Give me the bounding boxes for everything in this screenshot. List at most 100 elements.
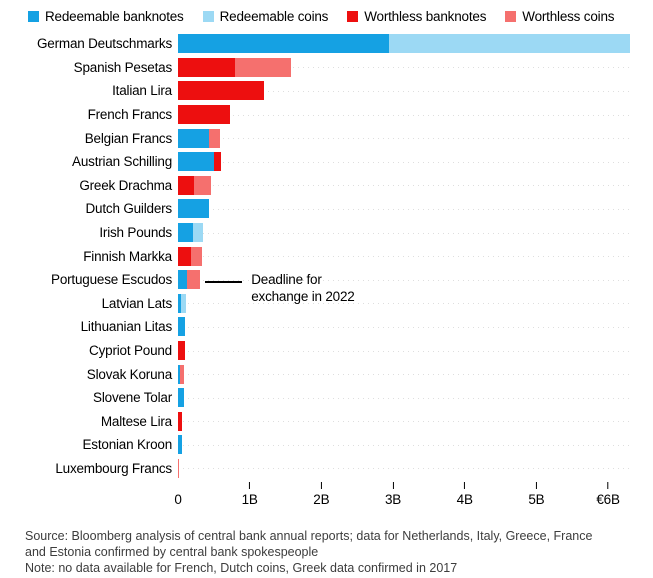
tick-label: 3B: [384, 492, 402, 508]
bar-track: [178, 81, 631, 101]
x-axis-tick: 0: [174, 482, 182, 508]
bar-row: Portuguese Escudos Deadline for exchange…: [0, 268, 653, 304]
bar-segment-worthless-coins: [178, 458, 180, 478]
tick-label: 0: [174, 492, 182, 508]
bar-segment-worthless-coins: [194, 175, 211, 195]
category-label: Greek Drachma: [79, 177, 172, 193]
bar-track: [178, 223, 631, 243]
bar-row: Belgian Francs: [0, 126, 653, 150]
legend-item-worthless-banknotes: Worthless banknotes: [347, 9, 486, 24]
bar-track: [178, 246, 631, 266]
bar-row: Luxembourg Francs: [0, 457, 653, 481]
category-label: Cypriot Pound: [89, 343, 172, 359]
bar-segment-redeemable-banknotes: [178, 435, 182, 455]
bar-segment-redeemable-banknotes: [178, 128, 209, 148]
bar-track: [178, 105, 631, 125]
bar-segment-worthless-coins: [208, 128, 221, 148]
category-label: French Francs: [87, 107, 173, 123]
category-label: Slovene Tolar: [93, 390, 172, 406]
bar-track: [178, 458, 631, 478]
tick-mark: [464, 482, 466, 490]
bar-track: [178, 317, 631, 337]
category-label: Slovak Koruna: [86, 366, 172, 382]
bar-track: [178, 199, 631, 219]
category-label: Belgian Francs: [84, 130, 172, 146]
bar-track: [178, 435, 631, 455]
annotation-deadline: Deadline for exchange in 2022: [205, 270, 355, 305]
bar-track: [178, 388, 631, 408]
legend-swatch-icon: [505, 10, 517, 22]
source-text-line2: and Estonia confirmed by central bank sp…: [25, 545, 319, 560]
x-axis-tick: 4B: [457, 482, 473, 507]
bar-row: Finnish Markka: [0, 244, 653, 268]
x-axis-tick: 1B: [242, 482, 258, 507]
bar-segment-redeemable-banknotes: [178, 388, 185, 408]
source-text-line1: Source: Bloomberg analysis of central ba…: [25, 529, 593, 544]
bar-row: Irish Pounds: [0, 221, 653, 245]
bar-row: Greek Drachma: [0, 174, 653, 198]
category-label: Lithuanian Litas: [80, 319, 173, 335]
bar-segment-worthless-banknotes: [178, 105, 230, 125]
legend-swatch-icon: [28, 10, 39, 22]
annotation-text-line1: Deadline for: [251, 272, 322, 288]
bar-row: Estonian Kroon: [0, 433, 653, 457]
bar-row: Dutch Guilders: [0, 197, 653, 221]
category-label: Italian Lira: [112, 83, 172, 99]
bar-segment-redeemable-coins: [180, 293, 186, 313]
category-label: Irish Pounds: [99, 225, 172, 241]
bar-segment-worthless-banknotes: [178, 341, 186, 361]
tick-mark: [607, 482, 609, 490]
legend-label: Worthless coins: [522, 8, 615, 24]
category-label: Portuguese Escudos: [51, 272, 172, 288]
bar-segment-redeemable-coins: [193, 223, 204, 243]
category-label: Estonian Kroon: [82, 437, 172, 453]
tick-label: 5B: [528, 492, 545, 508]
bar-segment-worthless-coins: [235, 57, 292, 77]
annotation-text-line2: exchange in 2022: [251, 288, 355, 304]
tick-label: 1B: [241, 492, 258, 508]
bar-track: [178, 175, 631, 195]
legend-swatch-icon: [202, 10, 214, 22]
bar-segment-redeemable-banknotes: [178, 152, 214, 172]
legend-item-redeemable-coins: Redeemable coins: [202, 8, 329, 24]
bar-segment-worthless-banknotes: [178, 81, 264, 101]
category-label: Austrian Schilling: [72, 154, 172, 170]
category-label: Luxembourg Francs: [55, 460, 172, 476]
x-axis: 0 1B 2B 3B 4B 5B €6B: [174, 482, 631, 514]
bar-row: German Deutschmarks: [0, 32, 653, 56]
bar-track: [178, 411, 631, 431]
bar-segment-worthless-banknotes: [178, 411, 183, 431]
bar-segment-redeemable-banknotes: [178, 293, 181, 313]
tick-mark: [320, 482, 322, 490]
bar-segment-worthless-banknotes: [178, 57, 236, 77]
bar-track: [178, 57, 631, 77]
x-axis-tick: €6B: [596, 482, 620, 508]
bar-segment-redeemable-banknotes: [178, 199, 209, 219]
category-label: Spanish Pesetas: [73, 59, 173, 75]
category-label: Latvian Lats: [101, 295, 173, 311]
bar-row: Austrian Schilling: [0, 150, 653, 174]
bar-track: [178, 34, 631, 54]
category-label: German Deutschmarks: [37, 36, 172, 52]
note-text: Note: no data available for French, Dutc…: [25, 561, 458, 576]
bar-chart-rows: German Deutschmarks Spanish Pesetas Italia…: [0, 32, 653, 480]
bar-row: Slovene Tolar: [0, 386, 653, 410]
bar-segment-redeemable-banknotes: [178, 270, 188, 290]
bar-segment-worthless-coins: [190, 246, 202, 266]
category-label: Maltese Lira: [100, 413, 172, 429]
tick-mark: [535, 482, 537, 490]
tick-label: €6B: [596, 492, 620, 508]
bar-segment-worthless-coins: [180, 364, 185, 384]
annotation-leader-line: [205, 281, 243, 283]
bar-row: French Francs: [0, 103, 653, 127]
bar-track: [178, 128, 631, 148]
legend-label: Redeemable coins: [219, 8, 329, 24]
bar-segment-redeemable-banknotes: [178, 317, 186, 337]
chart-footer: Source: Bloomberg analysis of central ba…: [0, 514, 653, 576]
legend-item-worthless-coins: Worthless coins: [505, 8, 615, 24]
tick-mark: [249, 482, 251, 490]
x-axis-tick: 3B: [385, 482, 401, 507]
legend-swatch-icon: [347, 10, 359, 22]
bar-row: Maltese Lira: [0, 410, 653, 434]
